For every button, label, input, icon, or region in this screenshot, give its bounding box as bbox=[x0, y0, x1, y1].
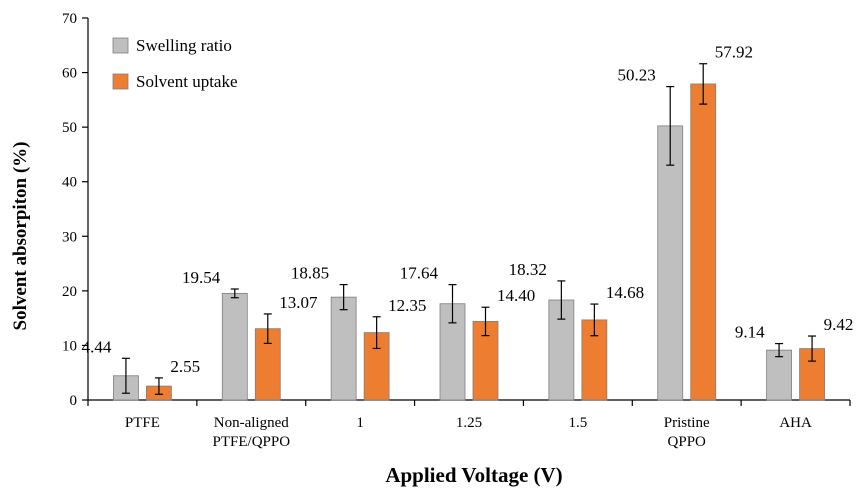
data-label: 9.42 bbox=[824, 315, 854, 334]
error-bar bbox=[481, 306, 490, 337]
y-tick-label: 70 bbox=[62, 11, 77, 27]
y-tick-label: 40 bbox=[62, 175, 77, 191]
error-bar bbox=[448, 284, 457, 324]
x-tick-label: Pristine QPPO bbox=[664, 415, 710, 450]
bar-swelling-ratio bbox=[657, 125, 684, 401]
error-bar bbox=[263, 313, 272, 345]
y-tick-label: 60 bbox=[62, 66, 77, 82]
error-bar bbox=[808, 335, 817, 362]
bar-solvent-uptake bbox=[690, 83, 717, 401]
legend-swatch bbox=[112, 37, 129, 54]
error-bar bbox=[699, 63, 708, 105]
x-tick-label: 1.5 bbox=[568, 415, 587, 431]
legend-item: Swelling ratio bbox=[112, 36, 232, 55]
data-label: 4.44 bbox=[82, 337, 112, 356]
x-axis-title: Applied Voltage (V) bbox=[385, 463, 562, 487]
error-bar bbox=[666, 85, 675, 166]
data-label: 19.54 bbox=[182, 268, 221, 287]
data-label: 13.07 bbox=[279, 293, 318, 312]
bar-swelling-ratio bbox=[330, 296, 357, 401]
error-bar bbox=[154, 377, 163, 395]
y-tick-label: 50 bbox=[62, 120, 77, 136]
error-bar bbox=[557, 280, 566, 320]
legend-label: Swelling ratio bbox=[136, 36, 232, 55]
chart-legend: Swelling ratio Solvent uptake bbox=[112, 36, 238, 91]
x-tick-label: 1 bbox=[356, 415, 364, 431]
data-label: 17.64 bbox=[400, 264, 439, 283]
error-bar bbox=[775, 342, 784, 358]
bar-swelling-ratio bbox=[221, 292, 248, 401]
data-label: 9.14 bbox=[735, 323, 765, 342]
data-label: 18.32 bbox=[509, 260, 547, 279]
legend-swatch bbox=[112, 73, 129, 90]
chart-axes: 0 10 20 30 40 50 60 70 PTFE Non-aligned PTFE/QPPO 1… bbox=[62, 11, 851, 450]
data-label: 50.23 bbox=[617, 66, 655, 85]
bar-swelling-ratio bbox=[766, 349, 792, 401]
data-label: 2.55 bbox=[170, 357, 200, 376]
error-bar bbox=[230, 288, 239, 299]
data-label: 14.68 bbox=[606, 283, 644, 302]
y-tick-label: 10 bbox=[62, 338, 77, 354]
x-tick-label: Non-aligned PTFE/QPPO bbox=[213, 415, 291, 450]
error-bar bbox=[121, 357, 130, 394]
x-tick-label: PTFE bbox=[125, 415, 160, 431]
error-bar bbox=[372, 316, 381, 350]
chart-bars bbox=[113, 63, 825, 401]
y-tick-label: 20 bbox=[62, 284, 77, 300]
data-label: 57.92 bbox=[715, 43, 753, 62]
x-tick-label: AHA bbox=[779, 415, 812, 431]
y-tick-label: 30 bbox=[62, 229, 77, 245]
data-label: 12.35 bbox=[388, 296, 426, 315]
error-bar bbox=[590, 303, 599, 337]
x-tick-label: 1.25 bbox=[456, 415, 482, 431]
y-tick-label: 0 bbox=[70, 393, 78, 409]
error-bar bbox=[339, 283, 348, 311]
legend-label: Solvent uptake bbox=[136, 72, 238, 91]
data-label: 14.40 bbox=[497, 286, 535, 305]
legend-item: Solvent uptake bbox=[112, 72, 238, 91]
data-label: 18.85 bbox=[291, 264, 329, 283]
y-axis-title: Solvent absorpiton (%) bbox=[10, 142, 31, 331]
chart-data-labels: 4.44 19.54 18.85 17.64 18.32 50.23 9.14 2.55 13.… bbox=[82, 43, 854, 376]
